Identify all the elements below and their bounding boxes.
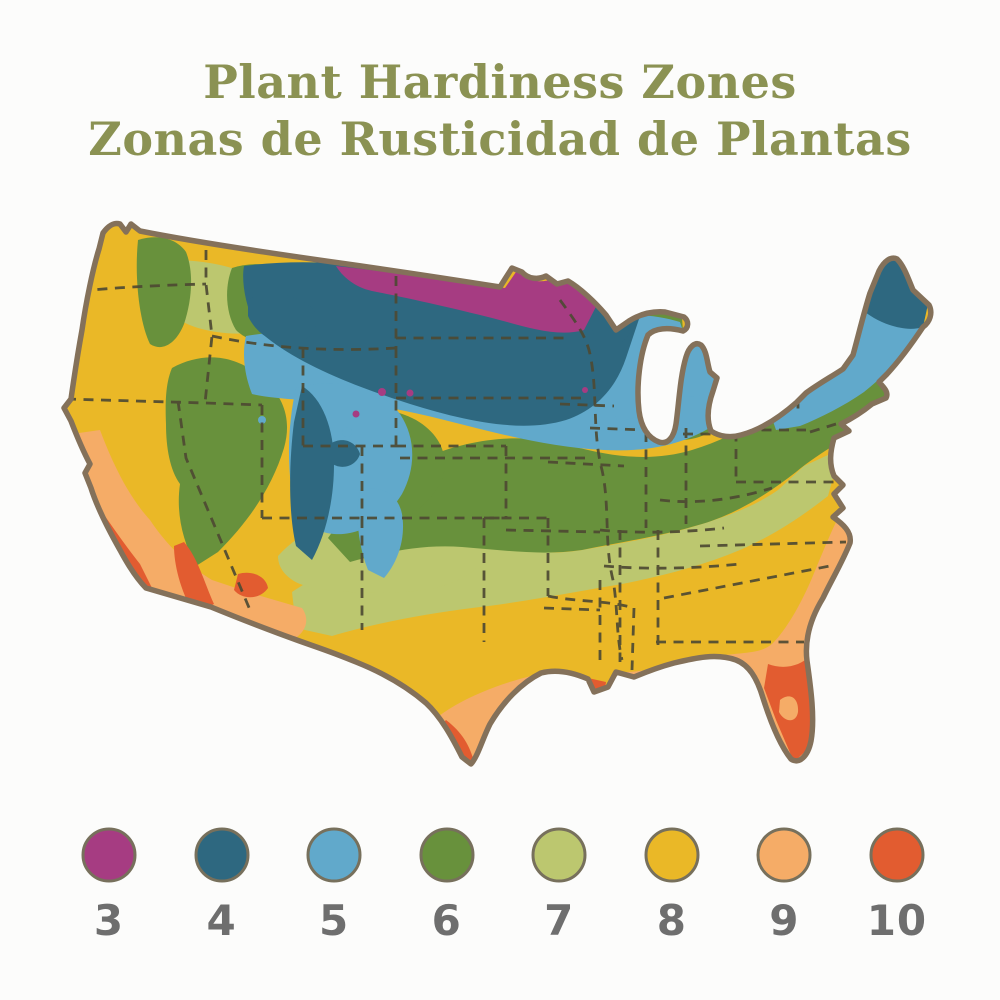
zone-6-swatch-icon [419,827,475,883]
zone-5-swatch-icon [306,827,362,883]
zone-5-number: 5 [319,896,350,945]
zone-4-swatch-icon [194,827,250,883]
zone-5-color-circle [306,827,362,883]
page-title: Plant Hardiness Zones Zonas de Rusticida… [0,54,1000,168]
zone-7-color-circle [531,827,587,883]
zone-10-swatch-icon [869,827,925,883]
zone-6-number: 6 [431,896,462,945]
legend-item-zone-3: 3 [66,826,152,945]
zone-9-number: 9 [769,896,800,945]
title-line-spanish: Zonas de Rusticidad de Plantas [88,112,912,166]
zone-8-swatch-icon [644,827,700,883]
legend-item-zone-8: 8 [629,826,715,945]
zone-9-color-circle [756,827,812,883]
legend-item-zone-10: 10 [854,826,940,945]
legend-item-zone-6: 6 [404,826,490,945]
zone-7-number: 7 [544,896,575,945]
zone-legend: 3 4 5 6 7 [66,826,940,945]
zone-6-color-circle [419,827,475,883]
state-boundaries [65,250,850,671]
zone-3-swatch-icon [81,827,137,883]
title-line-english: Plant Hardiness Zones [203,55,797,109]
zone-3-region [336,266,601,418]
zone-9-swatch-icon [756,827,812,883]
zone-3-color-circle [81,827,137,883]
zone-4-color-circle [194,827,250,883]
zone-8-number: 8 [656,896,687,945]
zone-8-color-circle [644,827,700,883]
legend-item-zone-4: 4 [179,826,265,945]
zone-7-swatch-icon [531,827,587,883]
legend-item-zone-9: 9 [741,826,827,945]
legend-item-zone-7: 7 [516,826,602,945]
legend-item-zone-5: 5 [291,826,377,945]
zone-10-number: 10 [866,896,928,945]
zone-3-number: 3 [93,896,125,945]
zone-10-color-circle [869,827,925,883]
zone-4-number: 4 [206,896,237,945]
